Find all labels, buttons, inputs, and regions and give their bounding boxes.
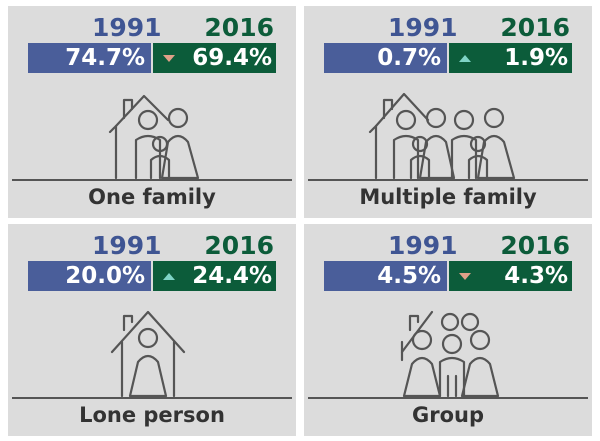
value-2016-box: 24.4% <box>153 261 276 291</box>
group-house-icon <box>400 310 500 398</box>
ground-line <box>308 397 588 399</box>
panel-label: One family <box>88 185 216 209</box>
panel-label: Group <box>411 403 484 427</box>
trend-down-icon <box>163 55 175 62</box>
family-house-icon <box>108 94 200 180</box>
value-2016: 69.4% <box>192 45 272 71</box>
value-1991: 4.5% <box>324 261 447 291</box>
value-1991: 0.7% <box>324 43 447 73</box>
value-1991: 20.0% <box>28 261 151 291</box>
year-1991-label: 1991 <box>388 231 458 260</box>
panel-group: 1991 2016 4.5% 4.3% Group <box>304 224 592 436</box>
year-2016-label: 2016 <box>500 13 570 42</box>
year-1991-label: 1991 <box>388 13 458 42</box>
trend-up-icon <box>163 273 175 280</box>
value-2016: 24.4% <box>192 263 272 289</box>
lone-person-house-icon <box>110 310 186 398</box>
panel-lone-person: 1991 2016 20.0% 24.4% Lone person <box>8 224 296 436</box>
year-2016-label: 2016 <box>204 231 274 260</box>
year-2016-label: 2016 <box>204 13 274 42</box>
year-1991-label: 1991 <box>92 231 162 260</box>
panel-label: Lone person <box>79 403 225 427</box>
panel-label: Multiple family <box>359 185 537 209</box>
value-2016: 4.3% <box>504 263 568 289</box>
value-2016-box: 4.3% <box>449 261 572 291</box>
trend-down-icon <box>459 273 471 280</box>
multiple-family-house-icon <box>368 92 516 180</box>
value-2016: 1.9% <box>504 45 568 71</box>
year-1991-label: 1991 <box>92 13 162 42</box>
panel-multiple-family: 1991 2016 0.7% 1.9% Multiple family <box>304 6 592 218</box>
ground-line <box>12 179 292 181</box>
value-1991: 74.7% <box>28 43 151 73</box>
ground-line <box>12 397 292 399</box>
panel-one-family: 1991 2016 74.7% 69.4% One family <box>8 6 296 218</box>
trend-up-icon <box>459 55 471 62</box>
ground-line <box>308 179 588 181</box>
value-2016-box: 69.4% <box>153 43 276 73</box>
value-2016-box: 1.9% <box>449 43 572 73</box>
year-2016-label: 2016 <box>500 231 570 260</box>
